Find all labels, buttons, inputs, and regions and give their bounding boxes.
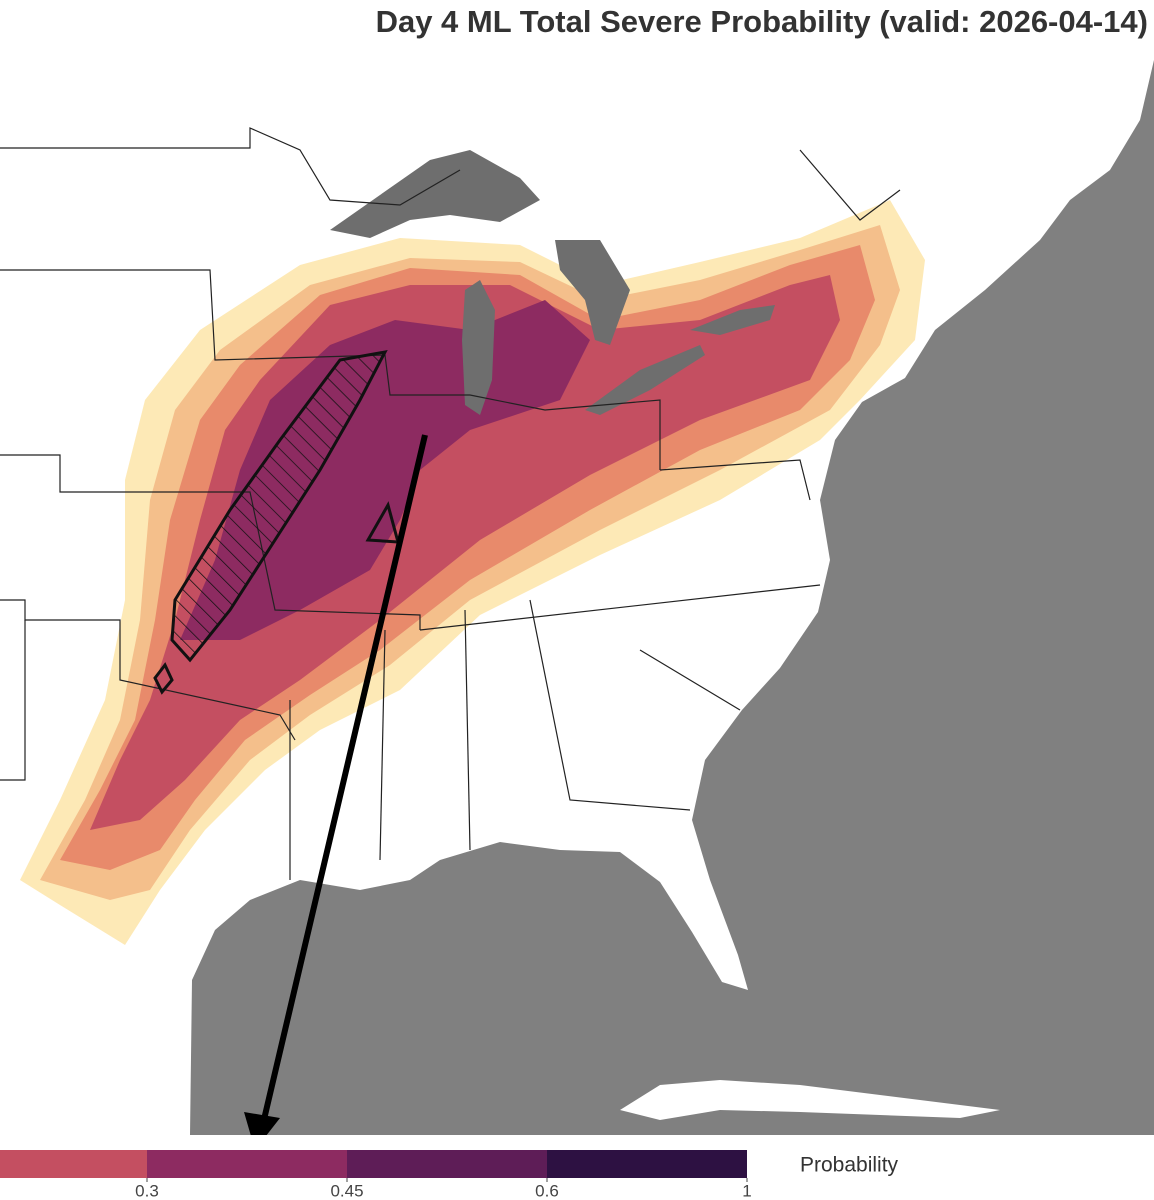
lake-superior (330, 150, 540, 238)
border (639, 649, 741, 711)
colorbar-tick-label: 0.6 (535, 1181, 559, 1200)
border (529, 599, 691, 811)
border (419, 584, 821, 631)
arrow (259, 434, 428, 1129)
hatched-area (153, 662, 174, 695)
lake-michigan (462, 280, 495, 415)
colorbar: Probability 0.3 0.45 0.6 1 (0, 1150, 899, 1200)
border (799, 149, 901, 221)
border (0, 269, 661, 470)
hatched-area (365, 501, 400, 544)
ocean (190, 52, 1154, 1135)
colorbar-bin (547, 1150, 747, 1178)
lake-erie (585, 345, 705, 415)
border (659, 459, 811, 501)
map-title: Day 4 ML Total Severe Probability (valid… (376, 4, 1148, 39)
colorbar-label: Probability (800, 1154, 899, 1177)
colorbar-bin (0, 1150, 147, 1178)
hatched-area (170, 349, 388, 663)
colorbar-tick-label: 0.45 (330, 1181, 363, 1200)
lake-ontario (690, 305, 775, 335)
lake-huron (555, 240, 630, 345)
border (0, 127, 461, 206)
border (464, 609, 471, 851)
arrow-head (244, 1112, 280, 1135)
border (379, 629, 386, 861)
cuba (620, 1080, 1000, 1120)
colorbar-bin (147, 1150, 347, 1178)
colorbar-tick-label: 1 (742, 1181, 751, 1200)
map-area (0, 52, 1154, 1135)
border (0, 599, 296, 741)
colorbar-tick-label: 0.3 (135, 1181, 159, 1200)
border (0, 620, 26, 781)
colorbar-bin (347, 1150, 547, 1178)
